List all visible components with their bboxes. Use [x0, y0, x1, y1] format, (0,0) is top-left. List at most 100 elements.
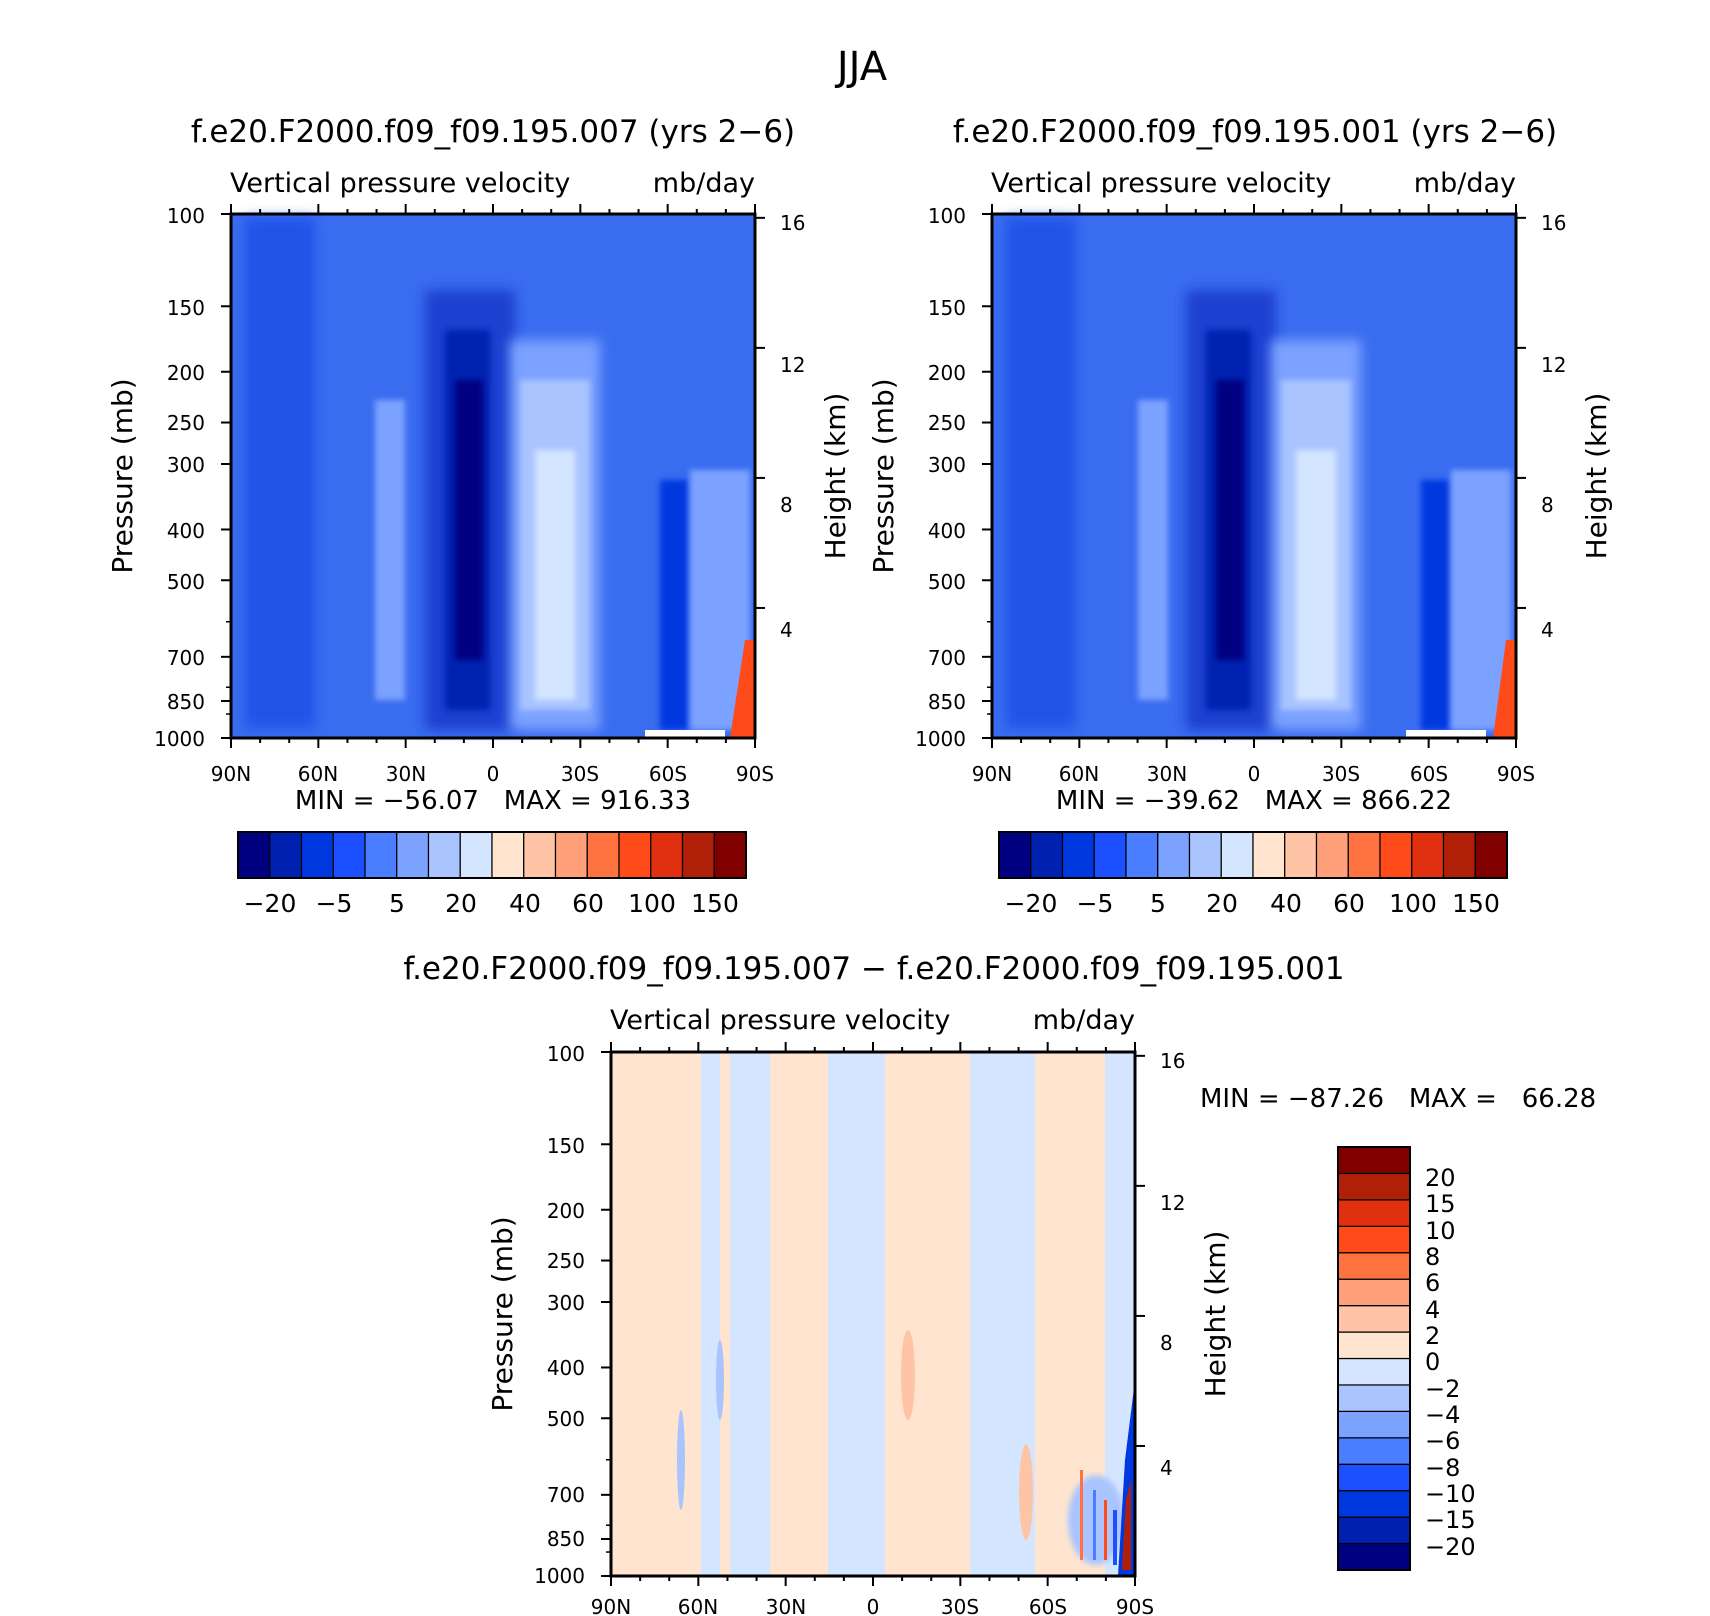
panel-a-y2tick-label: 12: [780, 353, 805, 377]
panel-a-colorbar: −20 −5 5 20 40 60 100 150: [237, 831, 747, 918]
panel-b-stats: MIN = −39.62 MAX = 866.22: [1056, 786, 1452, 816]
panel-diff-band: [770, 1052, 828, 1576]
panel-a-y2tick-label: 16: [780, 211, 805, 235]
panel-diff-cbar-box: [1337, 1437, 1411, 1465]
panel-a-cbar-label: −5: [316, 889, 353, 918]
panel-diff-cbar-label: 2: [1425, 1322, 1440, 1350]
panel-b-y2tick-label: 12: [1541, 353, 1566, 377]
panel-diff-cbar-box: [1337, 1199, 1411, 1227]
panel-b-cbar-box: [1220, 831, 1254, 879]
panel-diff-antarctic-edge: [1122, 1480, 1131, 1570]
panel-a-nh-band: [245, 218, 315, 728]
panel-diff-cbar-label: −8: [1425, 1454, 1460, 1482]
panel-a-units: mb/day: [653, 168, 755, 199]
panel-b-cbar-box: [1379, 831, 1413, 879]
panel-a-xtick-label: 60S: [649, 762, 687, 786]
panel-diff-y2tick-label: 16: [1160, 1049, 1185, 1073]
panel-b-cbar-label: 40: [1270, 889, 1302, 918]
panel-a-xtick-label: 30N: [386, 762, 426, 786]
panel-b-cbar-box: [1093, 831, 1127, 879]
panel-diff-cbar-box: [1337, 1516, 1411, 1545]
panel-diff-cbar-box: [1337, 1490, 1411, 1518]
panel-a-cbar-box: [618, 831, 652, 879]
panel-diff-ytick-label: 200: [547, 1199, 585, 1223]
panel-a-ytick-label: 1000: [154, 727, 205, 751]
panel-a-cbar-label: 60: [572, 889, 604, 918]
panel-diff-xtick-label: 60N: [678, 1595, 718, 1616]
panel-a-y2-axis: 16 12 8 4 Height (km): [780, 211, 852, 642]
panel-a-cbar-border: [237, 831, 747, 879]
panel-diff-band: [611, 1052, 701, 1576]
panel-a-nh-subtropic: [375, 400, 405, 700]
panel-diff-xtick-label: 30N: [766, 1595, 806, 1616]
panel-diff-cbar-label: −15: [1425, 1506, 1476, 1534]
panel-a-cbar-box: [650, 831, 684, 879]
panel-diff-xtick-label: 60S: [1029, 1595, 1067, 1616]
panel-diff-cbar-label: −4: [1425, 1401, 1460, 1429]
panel-a-cbar-box: [681, 831, 715, 879]
panel-diff-xtick-label: 90S: [1116, 1595, 1154, 1616]
panel-diff-ytick-label: 500: [547, 1407, 585, 1431]
panel-a-xtick-label: 60N: [298, 762, 338, 786]
panel-diff-colorbar: 20 15 10 8 6 4 2 0 −2 −4 −6 −8 −10 −15 −…: [1337, 1146, 1476, 1571]
panel-diff-cbar-box: [1337, 1463, 1411, 1492]
panel-b-cbar-box: [1125, 831, 1159, 879]
panel-diff-cbar-box: [1337, 1542, 1411, 1571]
panel-diff-cbar-box: [1337, 1172, 1411, 1201]
panel-b-cbar-label: 150: [1452, 889, 1500, 918]
panel-diff-cbar-label: 4: [1425, 1296, 1440, 1324]
panel-a-cbar-box: [269, 831, 303, 879]
panel-a-ytick-label: 100: [167, 204, 205, 228]
panel-a-cbar-box: [523, 831, 557, 879]
panel-b-nh-subtropic: [1138, 400, 1168, 700]
panel-b-cbar-box: [1411, 831, 1445, 879]
panel-diff-band: [720, 1052, 730, 1576]
panel-b-sh-storm: [1421, 480, 1449, 730]
panel-diff-ytick-label: 400: [547, 1356, 585, 1380]
panel-diff-band: [885, 1052, 970, 1576]
panel-b-ytick-label: 150: [928, 296, 966, 320]
panel-a-cbar-box: [586, 831, 620, 879]
panel-diff-cbar-box: [1337, 1331, 1411, 1360]
panel-diff-anomaly: [1019, 1444, 1033, 1540]
panel-diff-xtick-label: 30S: [941, 1595, 979, 1616]
panel-a-plot-area: [229, 212, 757, 740]
panel-a-cbar-box: [491, 831, 525, 879]
panel-b-xtick-label: 90N: [972, 762, 1012, 786]
panel-b-colorbar: −20 −5 5 20 40 60 100 150: [998, 831, 1508, 918]
figure-title: JJA: [834, 44, 888, 90]
panel-diff-cbar-box: [1337, 1146, 1411, 1175]
panel-a-ytick-label: 400: [167, 519, 205, 543]
panel-a-ytick-label: 150: [167, 296, 205, 320]
panel-b-descent-core: [1296, 450, 1336, 700]
panel-diff-y2tick-label: 12: [1160, 1191, 1185, 1215]
panel-a-cbar-box: [300, 831, 334, 879]
panel-a-cbar-label: 100: [628, 889, 676, 918]
panel-a-xtick-label: 30S: [561, 762, 599, 786]
panel-diff-cbar-label: −10: [1425, 1480, 1476, 1508]
panel-diff-anomaly: [1080, 1470, 1083, 1560]
panel-b-cbar-box: [1474, 831, 1508, 879]
panel-b-xtick-label: 0: [1248, 762, 1261, 786]
panel-b-cbar-box: [1157, 831, 1191, 879]
panel-b: f.e20.F2000.f09_f09.195.001 (yrs 2−6) Ve…: [867, 114, 1613, 918]
panel-diff-anomaly: [1113, 1510, 1117, 1565]
panel-diff-title: f.e20.F2000.f09_f09.195.007 − f.e20.F200…: [403, 951, 1344, 987]
panel-b-y2tick-label: 4: [1541, 618, 1554, 642]
panel-b-ytick-label: 1000: [915, 727, 966, 751]
panel-diff-y-axis: 100 150 200 250 300 400 500 700 850 1000…: [486, 1042, 585, 1588]
panel-b-xtick-label: 60S: [1410, 762, 1448, 786]
panel-b-antarctic-topo: [1493, 640, 1516, 738]
panel-diff-cbar-label: 20: [1425, 1164, 1456, 1192]
panel-a-sh-storm: [660, 480, 688, 730]
panel-b-title: f.e20.F2000.f09_f09.195.001 (yrs 2−6): [953, 114, 1557, 150]
panel-b-cbar-label: 60: [1333, 889, 1365, 918]
panel-b-y-axis: 100 150 200 250 300 400 500 700 850 1000…: [867, 204, 966, 751]
panel-diff-y-axis-label: Pressure (mb): [486, 1216, 519, 1411]
panel-a-cbar-label: 5: [389, 889, 405, 918]
panel-diff-cbar-box: [1337, 1384, 1411, 1412]
panel-a-itcz-max: [455, 380, 483, 660]
panel-b-cbar-box: [1252, 831, 1286, 879]
panel-b-ytick-label: 700: [928, 646, 966, 670]
